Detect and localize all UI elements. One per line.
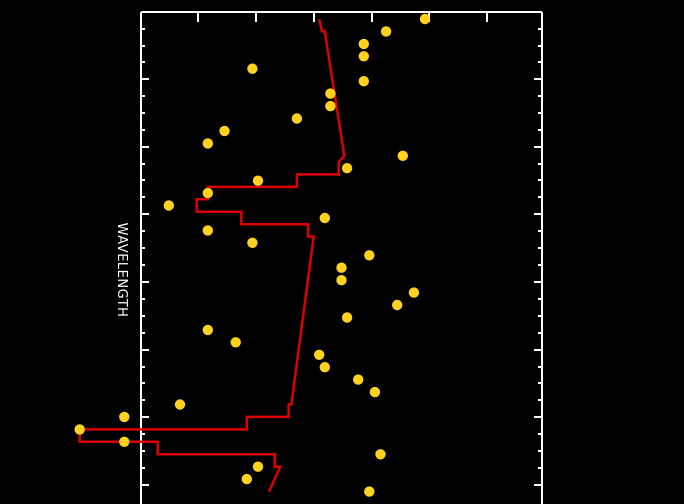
data-point-0 xyxy=(419,13,431,25)
data-point-8 xyxy=(291,113,303,124)
data-point-38 xyxy=(364,486,375,497)
data-point-26 xyxy=(230,337,241,348)
data-point-2 xyxy=(358,38,369,50)
data-point-16 xyxy=(319,212,330,224)
data-point-27 xyxy=(314,349,325,360)
data-point-31 xyxy=(174,399,186,410)
data-point-22 xyxy=(408,287,420,298)
data-point-3 xyxy=(358,51,369,62)
data-point-18 xyxy=(247,237,258,248)
data-point-11 xyxy=(397,150,408,161)
data-point-4 xyxy=(247,63,258,74)
data-point-21 xyxy=(336,275,347,286)
series-line-layer xyxy=(78,18,346,493)
series-line xyxy=(78,18,346,493)
data-point-35 xyxy=(375,449,386,460)
points-layer xyxy=(74,13,431,497)
data-point-23 xyxy=(392,299,403,311)
data-point-6 xyxy=(325,88,336,99)
data-point-10 xyxy=(202,138,213,149)
data-point-24 xyxy=(341,312,353,323)
data-point-1 xyxy=(380,26,392,37)
data-point-20 xyxy=(336,262,347,273)
data-point-15 xyxy=(163,200,174,211)
y-axis-label: WAVELENGTH xyxy=(114,223,129,318)
data-point-32 xyxy=(119,411,130,423)
data-point-5 xyxy=(358,76,369,87)
data-point-9 xyxy=(219,125,230,137)
data-point-14 xyxy=(202,187,213,199)
data-point-33 xyxy=(74,424,85,435)
data-point-36 xyxy=(252,461,264,472)
data-point-34 xyxy=(119,436,130,447)
axes-layer xyxy=(140,11,543,504)
data-point-17 xyxy=(202,225,213,236)
data-point-30 xyxy=(369,386,381,398)
data-point-37 xyxy=(241,473,252,485)
data-point-7 xyxy=(325,100,336,112)
data-point-13 xyxy=(252,175,264,186)
data-point-28 xyxy=(319,362,330,373)
data-point-12 xyxy=(341,163,353,174)
data-point-29 xyxy=(353,374,364,385)
data-point-25 xyxy=(202,324,213,336)
data-point-19 xyxy=(364,250,375,261)
